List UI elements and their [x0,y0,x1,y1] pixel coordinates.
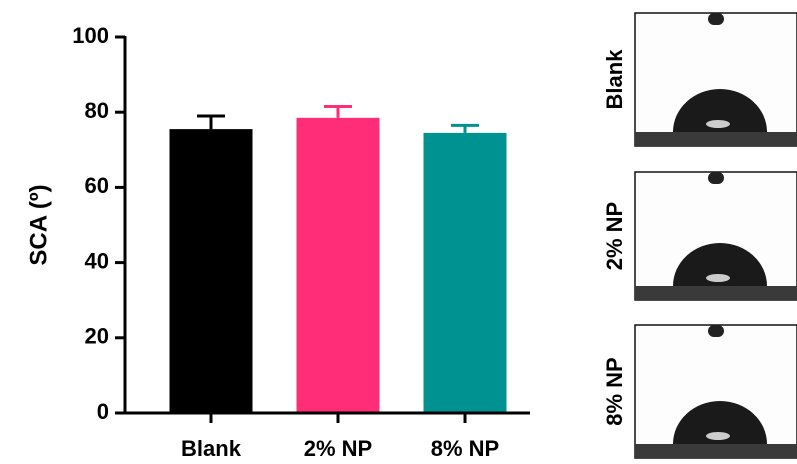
chart: SCA (º) Blank 2% NP 8% NP 0 20 40 60 80 100 Blank… [0,0,797,464]
bar [424,133,507,413]
y-tick-label: 0 [97,399,109,424]
droplet-highlight [706,432,730,440]
droplet-highlight [706,274,730,282]
y-tick-label: 100 [72,23,109,48]
x-tick-label: 2% NP [304,436,372,461]
x-tick-label: Blank [181,436,242,461]
panel-label: Blank [602,49,627,110]
photo-ground [635,444,797,458]
y-tick-label: 60 [85,173,109,198]
photo-ground [635,286,797,300]
panel-label: 2% NP [602,202,627,270]
x-tick-label: 8% NP [431,436,499,461]
droplet-highlight [706,120,730,128]
bar [297,118,380,413]
bar [170,129,253,413]
needle [708,13,724,25]
needle [708,325,724,337]
y-tick-label: 20 [85,324,109,349]
photo-ground [635,132,797,146]
y-axis-title: SCA (º) [25,184,52,265]
panel-label: 8% NP [602,357,627,425]
y-tick-label: 40 [85,248,109,273]
y-tick-label: 80 [85,98,109,123]
needle [708,172,724,184]
